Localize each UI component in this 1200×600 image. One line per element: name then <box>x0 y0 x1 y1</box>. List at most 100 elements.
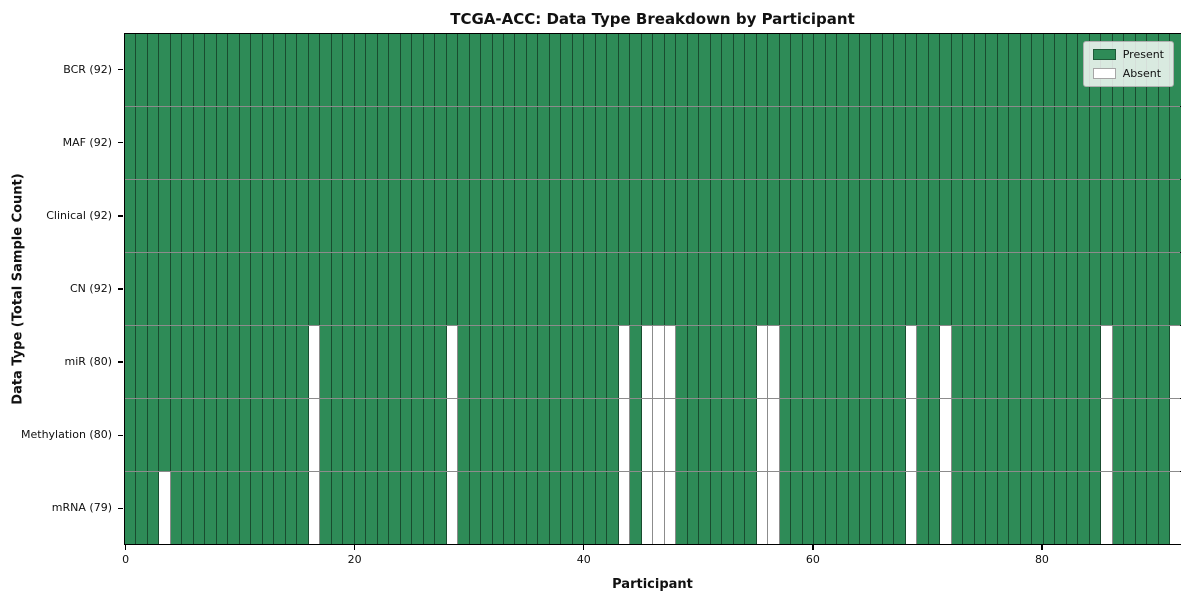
matrix-cell <box>549 399 562 471</box>
matrix-cell <box>699 399 711 471</box>
matrix-cell <box>791 399 803 471</box>
matrix-cell <box>136 326 148 398</box>
y-tick-mark <box>118 215 123 217</box>
matrix-cell <box>285 472 298 544</box>
matrix-cell <box>412 180 424 252</box>
matrix-cell <box>802 399 815 471</box>
chart-title: TCGA-ACC: Data Type Breakdown by Partici… <box>450 10 855 28</box>
matrix-cell <box>986 326 998 398</box>
matrix-cell <box>733 34 746 106</box>
matrix-cell <box>1124 472 1136 544</box>
matrix-cell <box>779 253 792 325</box>
matrix-cell <box>526 34 539 106</box>
matrix-cell <box>986 399 998 471</box>
matrix-cell <box>170 253 183 325</box>
matrix-cell <box>595 34 608 106</box>
matrix-cell <box>170 399 183 471</box>
matrix-row <box>125 107 1181 180</box>
matrix-cell <box>814 107 826 179</box>
matrix-cell <box>974 180 987 252</box>
matrix-cell <box>584 180 596 252</box>
matrix-cell <box>618 180 631 252</box>
matrix-cell <box>297 472 309 544</box>
matrix-cell <box>1009 180 1021 252</box>
matrix-cell <box>687 472 700 544</box>
matrix-cell <box>664 399 677 471</box>
matrix-cell <box>1101 399 1113 471</box>
matrix-cell <box>1020 180 1033 252</box>
matrix-cell <box>549 253 562 325</box>
matrix-cell <box>354 253 367 325</box>
matrix-cell <box>1043 472 1056 544</box>
matrix-cell <box>1124 180 1136 252</box>
matrix-cell <box>136 34 148 106</box>
matrix-cell <box>768 180 780 252</box>
matrix-cell <box>239 326 252 398</box>
matrix-cell <box>825 107 838 179</box>
matrix-cell <box>779 34 792 106</box>
matrix-cell <box>1089 253 1102 325</box>
matrix-cell <box>549 326 562 398</box>
matrix-cell <box>1066 107 1079 179</box>
matrix-cell <box>802 180 815 252</box>
matrix-cell <box>458 472 470 544</box>
matrix-cell <box>641 180 654 252</box>
matrix-cell <box>997 472 1010 544</box>
matrix-cell <box>722 34 734 106</box>
matrix-cell <box>894 472 906 544</box>
matrix-cell <box>653 472 665 544</box>
matrix-cell <box>1066 399 1079 471</box>
matrix-cell <box>1135 472 1148 544</box>
matrix-cell <box>1032 180 1044 252</box>
matrix-cell <box>1009 34 1021 106</box>
matrix-cell <box>561 34 573 106</box>
matrix-cell <box>825 34 838 106</box>
matrix-cell <box>354 180 367 252</box>
matrix-cell <box>1112 253 1125 325</box>
matrix-cell <box>618 326 631 398</box>
matrix-cell <box>389 34 401 106</box>
matrix-cell <box>389 399 401 471</box>
matrix-cell <box>641 326 654 398</box>
matrix-cell <box>848 399 860 471</box>
matrix-cell <box>745 253 757 325</box>
matrix-cell <box>1055 107 1067 179</box>
matrix-cell <box>170 107 183 179</box>
matrix-cell <box>481 253 493 325</box>
matrix-cell <box>905 472 918 544</box>
matrix-cell <box>894 34 906 106</box>
matrix-cell <box>216 34 229 106</box>
matrix-cell <box>435 180 447 252</box>
matrix-cell <box>1170 472 1181 544</box>
matrix-cell <box>641 107 654 179</box>
matrix-cell <box>607 107 619 179</box>
matrix-cell <box>469 34 482 106</box>
matrix-cell <box>894 107 906 179</box>
matrix-cell <box>676 253 688 325</box>
matrix-cell <box>285 180 298 252</box>
matrix-cell <box>423 34 436 106</box>
matrix-cell <box>676 34 688 106</box>
matrix-cell <box>768 472 780 544</box>
matrix-cell <box>251 399 263 471</box>
matrix-cell <box>1043 107 1056 179</box>
matrix-cell <box>905 34 918 106</box>
matrix-cell <box>997 107 1010 179</box>
matrix-cell <box>584 253 596 325</box>
matrix-cell <box>331 180 344 252</box>
y-tick-label: miR (80) <box>64 355 113 369</box>
matrix-cell <box>963 253 975 325</box>
matrix-cell <box>825 326 838 398</box>
matrix-cell <box>768 253 780 325</box>
matrix-cell <box>882 107 895 179</box>
y-tick-mark <box>118 361 123 363</box>
matrix-cell <box>928 180 941 252</box>
matrix-cell <box>1089 399 1102 471</box>
matrix-cell <box>986 107 998 179</box>
y-tick-mark <box>118 288 123 290</box>
matrix-cell <box>492 472 504 544</box>
matrix-cell <box>216 253 229 325</box>
matrix-cell <box>940 326 952 398</box>
matrix-cell <box>572 253 585 325</box>
matrix-cell <box>860 326 872 398</box>
